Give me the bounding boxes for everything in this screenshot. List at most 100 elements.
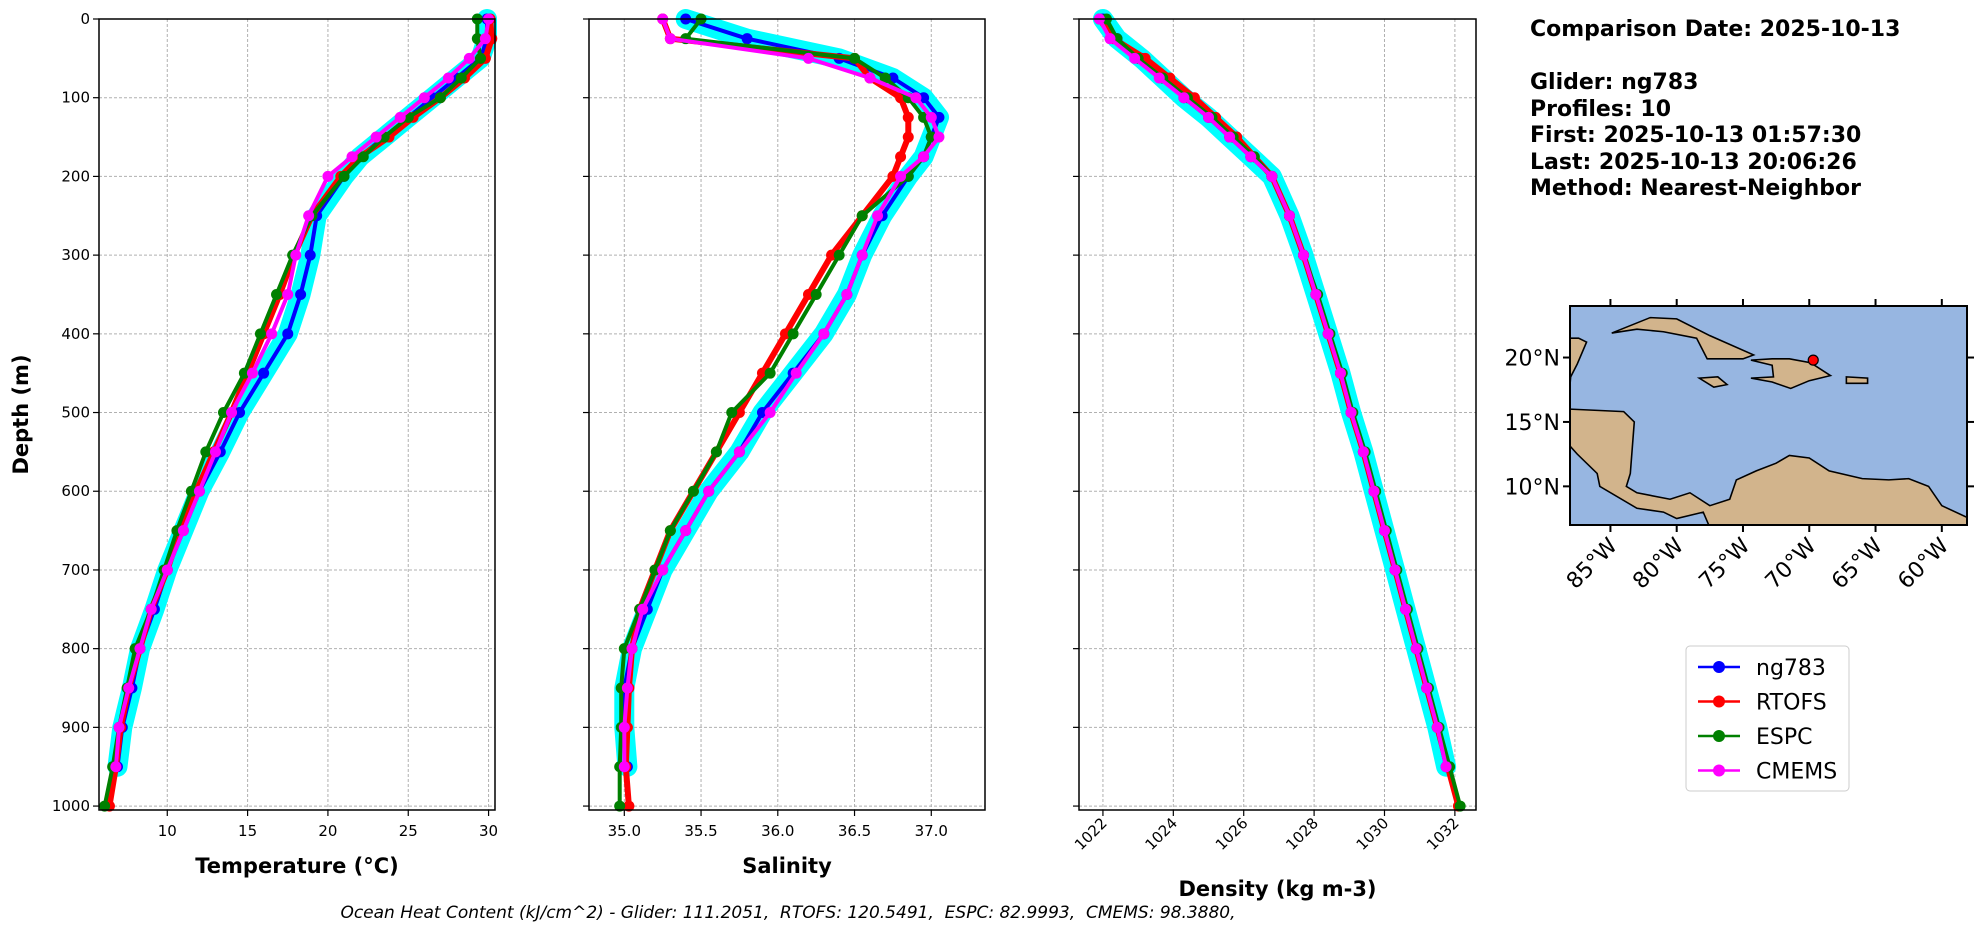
profile-point (802, 288, 814, 300)
profile-point (295, 288, 307, 300)
profile-point (879, 72, 891, 84)
profile-point (185, 485, 197, 497)
profile-point (887, 170, 899, 182)
info-line: Method: Nearest-Neighbor (1530, 176, 1861, 201)
profile-point (637, 603, 649, 615)
profile-line (1097, 18, 1449, 768)
map-lon-label: 85°W (1562, 533, 1623, 594)
profile-point (1129, 52, 1141, 64)
profile-line (113, 18, 491, 767)
profile-point (1203, 111, 1215, 123)
profile-point (664, 33, 676, 45)
profile-point (895, 170, 907, 182)
profile-point (226, 407, 238, 419)
footer: Ocean Heat Content (kJ/cm^2) - Glider: 1… (340, 903, 1235, 923)
profile-point (764, 367, 776, 379)
y-tick-label: 500 (61, 404, 90, 422)
info-line: Last: 2025-10-13 20:06:26 (1530, 150, 1857, 175)
map-lon-label: 65°W (1827, 533, 1888, 594)
profile-point (918, 151, 930, 163)
y-tick-label: 900 (61, 718, 90, 736)
profile-point (282, 328, 294, 340)
profile-point (810, 288, 822, 300)
profile-point (787, 328, 799, 340)
profile-point (1245, 151, 1257, 163)
profile-point (1334, 367, 1346, 379)
profile-envelope (1092, 9, 1457, 777)
legend-marker (1713, 661, 1725, 673)
info-line: Glider: ng783 (1530, 70, 1698, 95)
profile-point (1368, 485, 1380, 497)
legend-marker (1713, 695, 1725, 708)
profile-point (418, 92, 430, 104)
profile-point (614, 800, 626, 812)
info-line: Comparison Date: 2025-10-13 (1530, 17, 1900, 42)
profile-point (623, 800, 635, 812)
profile-point (621, 682, 633, 694)
profile-point (1322, 328, 1334, 340)
x-tick-label: 10 (158, 822, 177, 840)
profile-point (856, 249, 868, 261)
axes-frame (588, 18, 986, 811)
profile-point (657, 564, 669, 576)
profile-point (123, 682, 135, 694)
profile-point (1421, 682, 1433, 694)
profile-point (234, 407, 246, 419)
profile-envelope (107, 9, 497, 777)
profile-point (618, 643, 630, 655)
y-tick-label: 700 (61, 561, 90, 579)
map-lat-label: 20°N (1505, 347, 1560, 372)
info-line: First: 2025-10-13 01:57:30 (1530, 123, 1861, 148)
profile-point (895, 151, 907, 163)
profile-point (1440, 761, 1452, 773)
profile-point (1153, 72, 1165, 84)
profile-point (1310, 288, 1322, 300)
glider-location (1807, 354, 1819, 366)
map-lon-label: 70°W (1761, 533, 1822, 594)
profile-point (649, 564, 661, 576)
y-tick-label: 600 (61, 482, 90, 500)
profile-point (925, 111, 937, 123)
profile-point (779, 328, 791, 340)
profile-point (394, 111, 406, 123)
x-tick-label: 35.5 (684, 822, 717, 840)
land (1570, 316, 1967, 525)
profile-point (442, 72, 454, 84)
x-axis-label: Density (kg m-3) (1178, 877, 1376, 901)
profile-point (1283, 210, 1295, 222)
profile-line (1101, 17, 1449, 768)
profile-point (290, 249, 302, 261)
x-tick-label: 1028 (1282, 814, 1322, 854)
x-tick-label: 20 (318, 822, 337, 840)
profile-point (756, 407, 768, 419)
profile-point (726, 407, 738, 419)
x-tick-label: 1024 (1141, 814, 1181, 854)
map-lon-label: 75°W (1695, 533, 1756, 594)
panel: 35.0 35.5 36.0 36.5 37.0 Salinity (583, 9, 986, 878)
profile-point (1224, 131, 1236, 143)
profile-point (1431, 721, 1443, 733)
profile-point (856, 210, 868, 222)
profile-point (933, 131, 945, 143)
legend-box (1685, 645, 1850, 792)
profile-point (710, 446, 722, 458)
profile-point (471, 33, 483, 45)
y-tick-label: 300 (61, 246, 90, 264)
profile-point (304, 249, 316, 261)
map-lon-label: 80°W (1628, 533, 1689, 594)
profile-point (338, 170, 350, 182)
legend: ng783 RTOFS ESPC CMEMS (1698, 656, 1837, 785)
profile-point (1345, 407, 1357, 419)
x-tick-label: 1032 (1423, 814, 1463, 854)
profile-point (680, 525, 692, 537)
x-tick-label: 30 (479, 822, 498, 840)
profile-point (479, 33, 491, 45)
profile-point (110, 761, 122, 773)
profile-point (434, 92, 446, 104)
profile-point (193, 485, 205, 497)
x-axis-label: Temperature (°C) (195, 854, 398, 878)
y-axis-label: Depth (m) (9, 354, 33, 474)
x-tick-label: 1026 (1212, 814, 1252, 854)
legend-label: ESPC (1756, 725, 1813, 750)
